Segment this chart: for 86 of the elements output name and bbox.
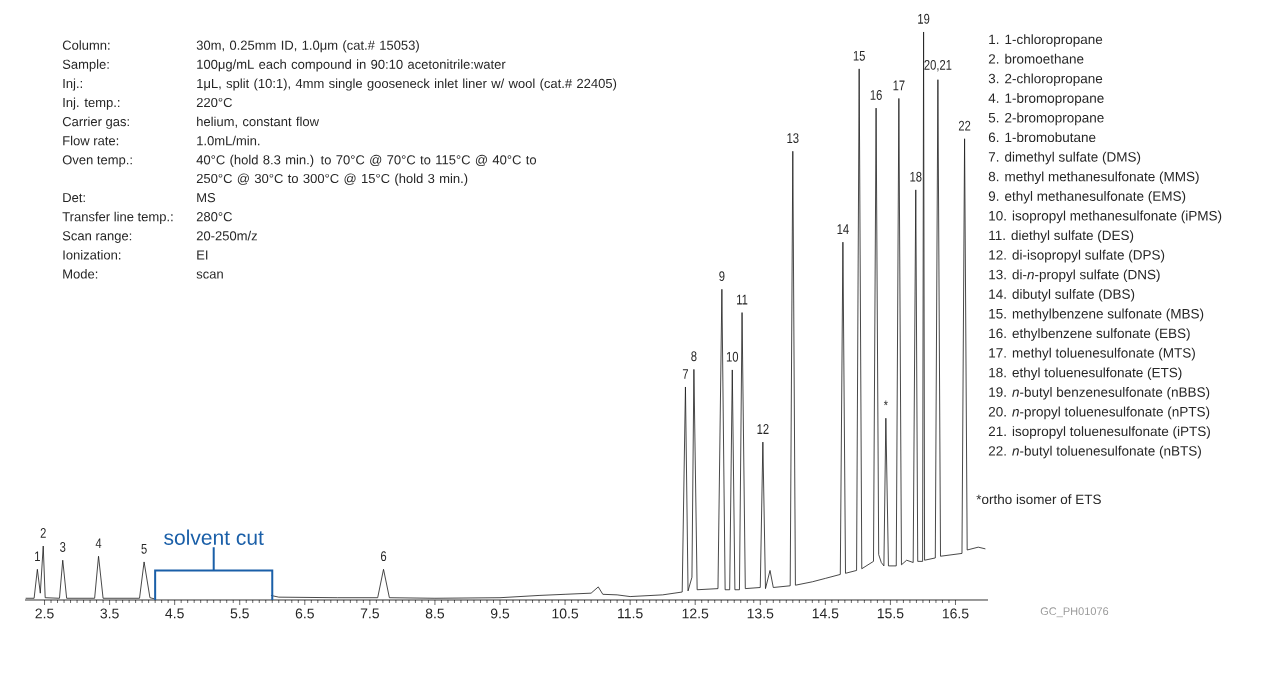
annotation: 20,21 — [924, 59, 952, 72]
annotation: 13 — [787, 133, 799, 144]
annotation: 1 — [35, 551, 40, 562]
annotation: 19 — [918, 13, 930, 24]
annotation: 7 — [682, 369, 688, 379]
text: 11. diethyl sulfate (DES) — [989, 230, 1134, 243]
annotation: 5 — [141, 543, 147, 554]
annotation: 100μg/mL each compound in 90:10 acetonitrile:water — [197, 59, 506, 72]
text: 12. di-isopropyl sulfate (DPS) — [989, 249, 1165, 263]
annotation: Carrier gas: — [62, 116, 129, 129]
annotation: Scan range: — [62, 231, 132, 243]
annotation: scan — [196, 271, 223, 279]
x-tick-label: 4.5 — [165, 608, 184, 619]
x-tick-label: 11.5 — [618, 608, 643, 619]
x-tick-label: 7.5 — [360, 608, 380, 619]
x-tick-label: 10.5 — [552, 608, 579, 619]
annotation: 14 — [837, 224, 849, 234]
annotation: 17 — [893, 80, 905, 91]
annotation: Ionization: — [63, 249, 121, 260]
text: 15. methylbenzene sulfonate (MBS) — [989, 308, 1204, 322]
annotation: *ortho isomer of ETS — [976, 494, 1101, 505]
x-tick-label: 9.5 — [490, 608, 510, 619]
annotation: 11 — [737, 294, 748, 305]
text: 1. 1-chloropropane — [989, 34, 1103, 47]
text: 10. isopropyl methanesulfonate (iPMS) — [989, 210, 1222, 224]
text: 2. bromoethane — [988, 53, 1084, 64]
annotation: * — [883, 400, 888, 406]
x-tick-label: 13.5 — [747, 608, 774, 619]
annotation: 280°C — [196, 212, 232, 222]
annotation: Oven temp.: — [62, 155, 132, 167]
annotation: Inj.: — [63, 78, 82, 91]
text: 9. ethyl methanesulfonate (EMS) — [988, 191, 1186, 204]
annotation: EI — [197, 250, 208, 260]
x-tick-label: 3.5 — [100, 608, 119, 619]
annotation: 1μL, split (10:1), 4mm single gooseneck inlet liner w/ wool (cat.# 22405) — [197, 78, 617, 91]
annotation: 20-250m/z — [196, 230, 257, 241]
text: 16. ethylbenzene sulfonate (EBS) — [989, 328, 1190, 341]
annotation: Sample: — [62, 59, 109, 72]
x-tick-label: 5.5 — [230, 608, 249, 619]
text: 6. 1-bromobutane — [988, 132, 1096, 143]
annotation: 3 — [60, 542, 66, 553]
annotation: Column: — [62, 40, 110, 50]
text: 22. n-butyl toluenesulfonate (nBTS) — [988, 445, 1201, 459]
text: 20. n-propyl toluenesulfonate (nPTS) — [988, 406, 1210, 420]
text: GC_PH01076 — [1040, 607, 1109, 618]
annotation: 6 — [380, 551, 387, 562]
annotation: MS — [197, 193, 216, 203]
text: 17. methyl toluenesulfonate (MTS) — [989, 347, 1195, 361]
text: 13. di-n-propyl sulfate (DNS) — [989, 269, 1160, 282]
annotation: Det: — [63, 193, 85, 203]
annotation: 10 — [726, 351, 739, 362]
text: 3. 2-chloropropane — [988, 73, 1103, 86]
x-tick-label: 12.5 — [682, 608, 709, 619]
x-tick-label: 6.5 — [295, 608, 314, 619]
text: 5. 2-bromopropane — [988, 112, 1104, 126]
annotation: 15 — [853, 50, 865, 61]
annotation: Inj. temp.: — [63, 97, 120, 110]
annotation: 12 — [757, 424, 769, 434]
text: 4. 1-bromopropane — [988, 93, 1104, 106]
annotation: 30m, 0.25mm ID, 1.0μm (cat.# 15053) — [196, 40, 419, 53]
x-tick-label: 8.5 — [425, 608, 445, 619]
text: 8. methyl methanesulfonate (MMS) — [988, 171, 1199, 184]
annotation: Mode: — [63, 269, 98, 279]
x-tick-label: 15.5 — [877, 608, 904, 619]
annotation: 2 — [40, 528, 46, 538]
annotation: 40°C (hold 8.3 min.) to 70°C @ 70°C to 115°C @ 40°C to 250°C @ 30°C to 300°C @ 15°C (hold 3 min.) — [196, 154, 537, 186]
annotation: 220°C — [196, 97, 232, 108]
annotation: Flow rate: — [63, 135, 119, 146]
annotation: solvent cut — [164, 529, 264, 545]
text: 18. ethyl toluenesulfonate (ETS) — [989, 367, 1182, 380]
text: 14. dibutyl sulfate (DBS) — [989, 289, 1135, 302]
annotation: 8 — [691, 351, 697, 362]
annotation: 9 — [719, 271, 725, 282]
annotation: 18 — [910, 171, 922, 182]
annotation: 4 — [95, 538, 102, 549]
text: 7. dimethyl sulfate (DMS) — [988, 151, 1141, 165]
x-tick-label: 16.5 — [942, 608, 969, 619]
x-tick-label: 2.5 — [35, 608, 54, 619]
annotation: 16 — [870, 89, 882, 100]
annotation: 1.0mL/min. — [197, 135, 260, 146]
annotation: helium, constant flow — [197, 116, 320, 128]
annotation: 22 — [958, 120, 971, 131]
annotation: Transfer line temp.: — [62, 211, 173, 224]
x-tick-label: 14.5 — [812, 608, 839, 619]
text: 21. isopropyl toluenesulfonate (iPTS) — [988, 426, 1210, 439]
text: 19. n-butyl benzenesulfonate (nBBS) — [989, 387, 1210, 400]
